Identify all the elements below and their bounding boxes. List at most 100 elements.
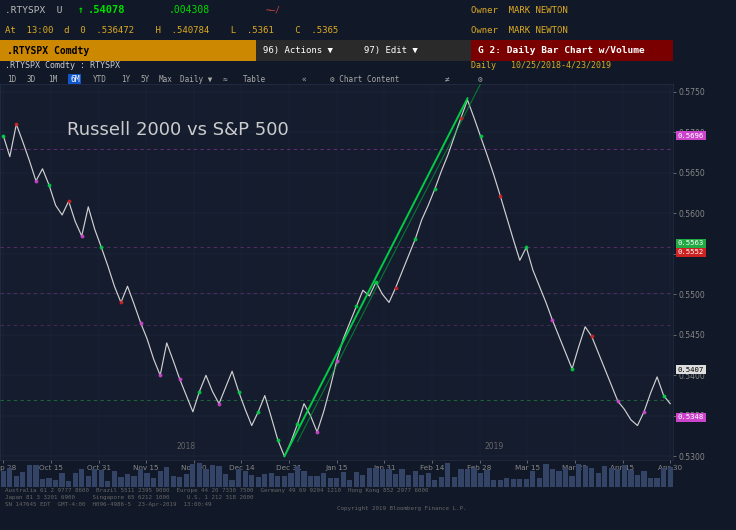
Bar bbox=[243, 471, 248, 487]
Bar bbox=[465, 470, 470, 487]
Bar bbox=[589, 468, 595, 487]
Bar bbox=[400, 469, 405, 487]
Bar bbox=[60, 473, 65, 487]
Bar bbox=[144, 473, 149, 487]
Text: .RTYSPX  U: .RTYSPX U bbox=[5, 6, 63, 14]
Bar bbox=[478, 473, 483, 487]
Text: .54078: .54078 bbox=[88, 5, 125, 15]
Text: Owner  MARK NEWTON: Owner MARK NEWTON bbox=[471, 26, 568, 34]
Bar bbox=[648, 478, 653, 487]
Bar bbox=[112, 471, 117, 487]
Bar bbox=[92, 469, 97, 487]
Bar bbox=[354, 472, 359, 487]
Text: Russell 2000 vs S&P 500: Russell 2000 vs S&P 500 bbox=[68, 121, 289, 139]
Bar bbox=[79, 470, 85, 487]
Bar bbox=[53, 480, 58, 487]
Bar bbox=[622, 465, 627, 487]
Text: Table: Table bbox=[242, 75, 266, 84]
Bar bbox=[21, 472, 26, 487]
Bar bbox=[445, 464, 450, 487]
Text: 0.5696: 0.5696 bbox=[678, 132, 704, 138]
Bar bbox=[635, 474, 640, 487]
Bar bbox=[0, 40, 256, 61]
Bar bbox=[197, 463, 202, 487]
Text: Daily ▼: Daily ▼ bbox=[180, 75, 213, 84]
Bar bbox=[1, 471, 6, 487]
Bar bbox=[275, 476, 280, 487]
Bar bbox=[543, 464, 548, 487]
Text: 3D: 3D bbox=[27, 75, 36, 84]
Bar bbox=[46, 478, 52, 487]
Bar bbox=[164, 467, 169, 487]
Bar bbox=[334, 478, 339, 487]
Text: Daily   10/25/2018-4/23/2019: Daily 10/25/2018-4/23/2019 bbox=[471, 61, 612, 70]
Bar bbox=[236, 470, 241, 487]
Bar bbox=[308, 476, 314, 487]
Text: Copyright 2019 Bloomberg Finance L.P.: Copyright 2019 Bloomberg Finance L.P. bbox=[337, 506, 466, 511]
Bar bbox=[282, 476, 287, 487]
Text: ≠: ≠ bbox=[445, 75, 449, 84]
Bar bbox=[302, 471, 307, 487]
Bar bbox=[491, 480, 496, 487]
Bar bbox=[73, 473, 78, 487]
Bar bbox=[7, 469, 13, 487]
Bar bbox=[439, 477, 444, 487]
Bar bbox=[380, 469, 385, 487]
Bar bbox=[177, 477, 183, 487]
Bar bbox=[425, 473, 431, 487]
Bar bbox=[151, 479, 156, 487]
Bar bbox=[537, 478, 542, 487]
Text: ⚙ Chart Content: ⚙ Chart Content bbox=[330, 75, 400, 84]
Text: .RTYSPX Comdty: .RTYSPX Comdty bbox=[7, 46, 89, 56]
Bar bbox=[406, 475, 411, 487]
Text: YTD: YTD bbox=[93, 75, 107, 84]
Bar bbox=[576, 464, 581, 487]
Bar bbox=[654, 478, 659, 487]
Bar bbox=[347, 480, 353, 487]
Text: 6M: 6M bbox=[70, 75, 79, 84]
Bar bbox=[255, 477, 261, 487]
Bar bbox=[262, 474, 267, 487]
Bar bbox=[321, 473, 326, 487]
Bar bbox=[99, 471, 104, 487]
Text: ↑: ↑ bbox=[77, 5, 83, 15]
Bar bbox=[452, 477, 457, 487]
Bar bbox=[203, 469, 208, 487]
Bar bbox=[360, 475, 366, 487]
Bar bbox=[471, 40, 673, 61]
Bar bbox=[85, 476, 91, 487]
Text: 1M: 1M bbox=[49, 75, 57, 84]
Bar bbox=[583, 466, 588, 487]
Text: 0.5563: 0.5563 bbox=[678, 240, 704, 246]
Bar bbox=[556, 471, 562, 487]
Bar bbox=[256, 40, 471, 61]
Bar bbox=[26, 465, 32, 487]
Bar bbox=[40, 479, 45, 487]
Bar bbox=[393, 474, 398, 487]
Bar bbox=[367, 469, 372, 487]
Bar bbox=[530, 471, 536, 487]
Bar bbox=[563, 469, 568, 487]
Bar bbox=[269, 473, 274, 487]
Bar bbox=[615, 469, 620, 487]
Bar bbox=[609, 467, 614, 487]
Bar bbox=[158, 471, 163, 487]
Text: 0.5407: 0.5407 bbox=[678, 367, 704, 373]
Bar bbox=[517, 480, 523, 487]
Text: ⚙: ⚙ bbox=[478, 75, 483, 84]
Bar bbox=[138, 469, 144, 487]
Bar bbox=[524, 479, 529, 487]
Bar bbox=[216, 466, 222, 487]
Bar bbox=[125, 474, 130, 487]
Text: 0.5552: 0.5552 bbox=[678, 249, 704, 255]
Bar bbox=[230, 480, 235, 487]
Bar bbox=[249, 475, 255, 487]
Bar bbox=[132, 476, 137, 487]
Bar bbox=[629, 470, 634, 487]
Bar bbox=[459, 469, 464, 487]
Bar bbox=[484, 470, 489, 487]
Text: «: « bbox=[302, 75, 306, 84]
Bar bbox=[118, 476, 124, 487]
Bar bbox=[14, 476, 19, 487]
Bar bbox=[341, 472, 346, 487]
